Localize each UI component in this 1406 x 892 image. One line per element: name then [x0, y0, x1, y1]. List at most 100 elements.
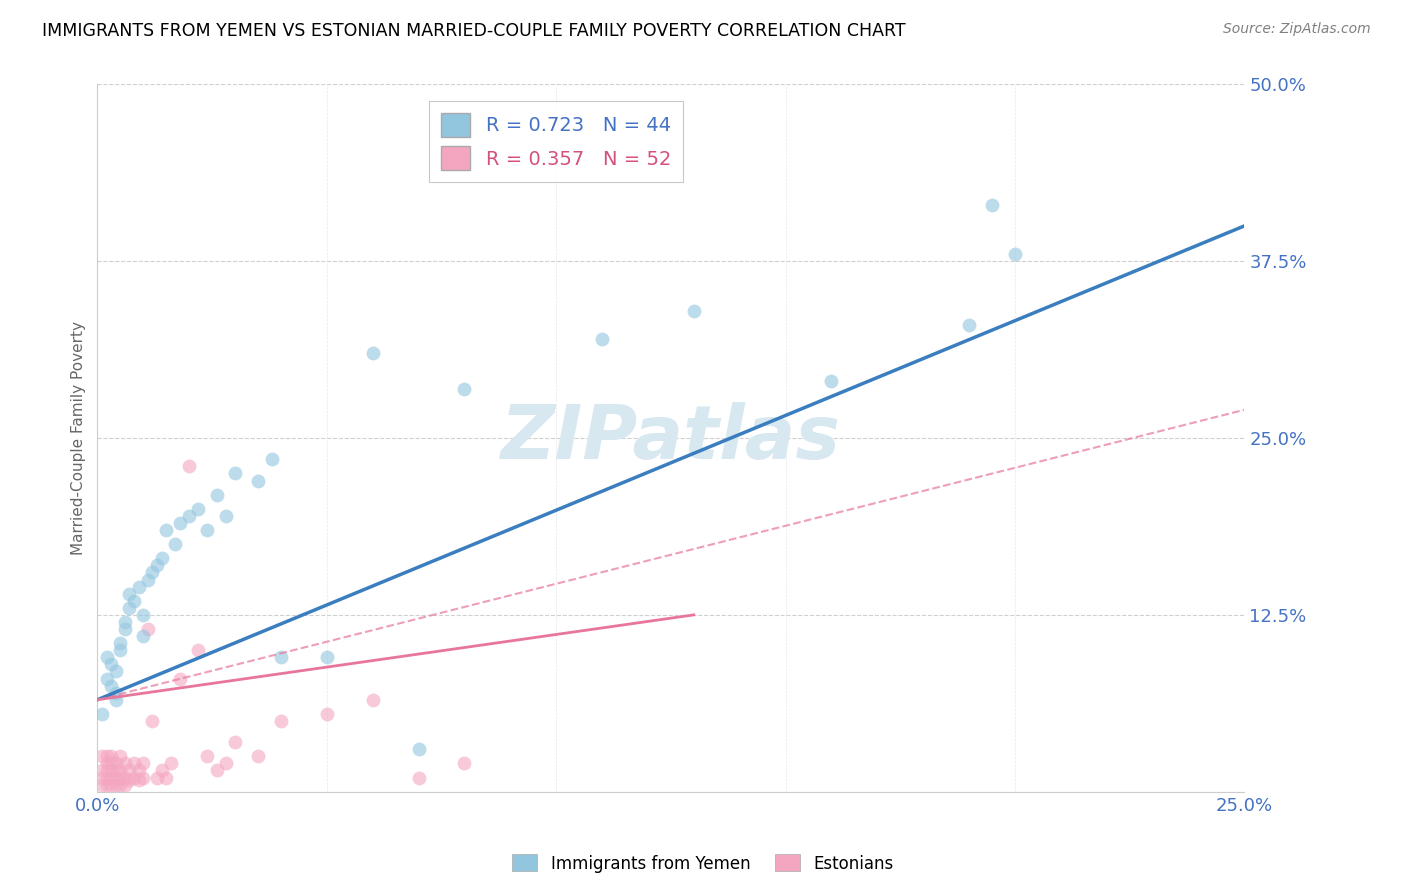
Point: [114, 756, 136, 771]
Point: [205, 764, 228, 778]
Point: [981, 197, 1004, 211]
Point: [118, 600, 141, 615]
Point: [96, 749, 118, 764]
Point: [104, 686, 127, 700]
Point: [110, 636, 132, 650]
Point: [110, 643, 132, 657]
Point: [100, 657, 122, 672]
Point: [104, 771, 127, 785]
Legend: R = 0.723   N = 44, R = 0.357   N = 52: R = 0.723 N = 44, R = 0.357 N = 52: [429, 101, 683, 182]
Point: [104, 764, 127, 778]
Point: [591, 332, 613, 346]
Point: [315, 650, 337, 665]
Point: [141, 566, 163, 580]
Point: [104, 665, 127, 679]
Point: [91, 749, 114, 764]
Point: [118, 764, 141, 778]
Point: [179, 459, 201, 474]
Point: [132, 771, 155, 785]
Point: [100, 771, 122, 785]
Point: [100, 756, 122, 771]
Point: [96, 756, 118, 771]
Point: [408, 771, 430, 785]
Point: [361, 346, 384, 360]
Point: [315, 706, 337, 721]
Point: [104, 692, 127, 706]
Point: [146, 771, 169, 785]
Point: [215, 508, 238, 523]
Point: [150, 764, 173, 778]
Point: [159, 756, 181, 771]
Legend: Immigrants from Yemen, Estonians: Immigrants from Yemen, Estonians: [506, 847, 900, 880]
Point: [141, 714, 163, 728]
Text: IMMIGRANTS FROM YEMEN VS ESTONIAN MARRIED-COUPLE FAMILY POVERTY CORRELATION CHAR: IMMIGRANTS FROM YEMEN VS ESTONIAN MARRIE…: [42, 22, 905, 40]
Point: [169, 516, 191, 530]
Point: [110, 771, 132, 785]
Point: [114, 622, 136, 636]
Point: [270, 650, 292, 665]
Point: [136, 573, 159, 587]
Point: [91, 764, 114, 778]
Point: [128, 773, 150, 788]
Point: [132, 629, 155, 643]
Point: [110, 778, 132, 792]
Point: [408, 742, 430, 756]
Point: [1004, 247, 1026, 261]
Point: [100, 778, 122, 792]
Point: [453, 756, 475, 771]
Point: [100, 679, 122, 693]
Point: [132, 607, 155, 622]
Point: [104, 778, 127, 792]
Point: [96, 771, 118, 785]
Point: [146, 558, 169, 573]
Point: [187, 501, 209, 516]
Point: [114, 615, 136, 629]
Y-axis label: Married-Couple Family Poverty: Married-Couple Family Poverty: [72, 321, 86, 555]
Point: [205, 488, 228, 502]
Point: [165, 537, 187, 551]
Point: [224, 467, 246, 481]
Point: [122, 593, 145, 607]
Point: [270, 714, 292, 728]
Point: [100, 764, 122, 778]
Point: [91, 771, 114, 785]
Point: [118, 587, 141, 601]
Point: [110, 749, 132, 764]
Point: [197, 749, 219, 764]
Point: [114, 778, 136, 792]
Point: [122, 756, 145, 771]
Point: [155, 523, 177, 537]
Point: [179, 508, 201, 523]
Point: [150, 551, 173, 566]
Point: [260, 452, 283, 467]
Text: Source: ZipAtlas.com: Source: ZipAtlas.com: [1223, 22, 1371, 37]
Point: [682, 303, 704, 318]
Point: [215, 756, 238, 771]
Point: [91, 706, 114, 721]
Point: [246, 749, 269, 764]
Point: [246, 474, 269, 488]
Point: [136, 622, 159, 636]
Text: ZIPatlas: ZIPatlas: [501, 401, 841, 475]
Point: [96, 672, 118, 686]
Point: [100, 749, 122, 764]
Point: [128, 764, 150, 778]
Point: [104, 756, 127, 771]
Point: [114, 771, 136, 785]
Point: [820, 375, 842, 389]
Point: [361, 692, 384, 706]
Point: [118, 773, 141, 788]
Point: [155, 771, 177, 785]
Point: [96, 764, 118, 778]
Point: [122, 771, 145, 785]
Point: [197, 523, 219, 537]
Point: [132, 756, 155, 771]
Point: [110, 764, 132, 778]
Point: [128, 580, 150, 594]
Point: [957, 318, 980, 332]
Point: [224, 735, 246, 749]
Point: [96, 778, 118, 792]
Point: [96, 650, 118, 665]
Point: [453, 382, 475, 396]
Point: [169, 672, 191, 686]
